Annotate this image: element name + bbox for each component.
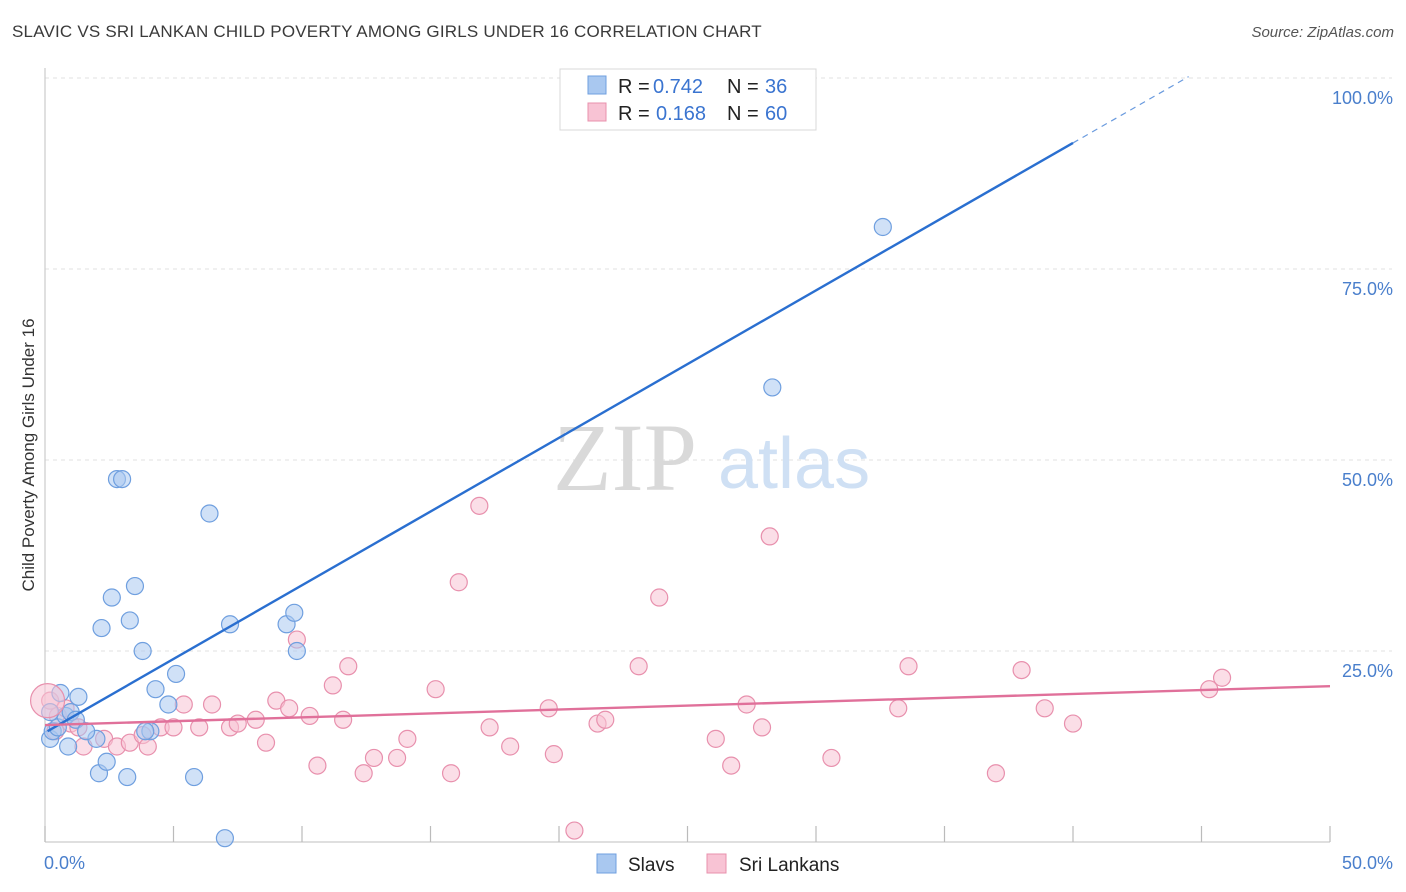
srilankans-point-24 — [334, 710, 353, 729]
legend-n-value-1: 60 — [765, 103, 787, 125]
slavs-point-14 — [92, 618, 111, 638]
legend-swatch-srilankans — [587, 102, 607, 122]
srilankans-point-50 — [899, 657, 918, 676]
y-tick-label-2: 50.0% — [1342, 470, 1393, 490]
y-tick-label-1: 75.0% — [1342, 279, 1393, 299]
srilankans-point-19 — [280, 699, 299, 718]
y-axis-title: Child Poverty Among Girls Under 16 — [19, 318, 38, 591]
legend-r-value-0: 0.742 — [653, 76, 703, 98]
srilankans-point-37 — [544, 745, 563, 764]
srilankans-point-33 — [470, 496, 489, 515]
slavs-point-18 — [133, 641, 152, 661]
srilankans-point-52 — [1012, 660, 1031, 680]
srilankans-point-13 — [202, 695, 222, 714]
srilankans-point-12 — [190, 718, 209, 737]
watermark-zip: ZIP — [553, 404, 697, 511]
legend-r-label-0: R = — [618, 76, 650, 98]
slavs-point-34 — [77, 722, 96, 741]
slavs-point-32 — [873, 217, 892, 237]
watermark-atlas: atlas — [718, 424, 870, 504]
slavs-point-15 — [102, 588, 121, 607]
legend-n-value-0: 36 — [765, 76, 787, 98]
slavs-point-21 — [166, 664, 186, 684]
srilankans-point-44 — [722, 756, 741, 775]
srilankans-point-40 — [596, 710, 615, 729]
srilankans-point-22 — [308, 756, 327, 775]
srilankans-point-38 — [565, 821, 584, 840]
bottom-legend-swatch-slavs — [596, 853, 617, 874]
srilankans-point-27 — [364, 748, 384, 768]
legend-swatch-slavs — [587, 75, 607, 95]
srilankans-point-34 — [480, 718, 499, 737]
x-tick-labels: 0.0% 50.0% — [44, 853, 1393, 873]
y-tick-label-0: 100.0% — [1332, 88, 1393, 108]
slavs-trend-extension — [1072, 76, 1189, 144]
srilankans-point-31 — [441, 764, 461, 783]
srilankans-point-41 — [629, 657, 648, 676]
legend-r-value-1: 0.168 — [656, 103, 706, 125]
srilankans-point-54 — [1063, 714, 1083, 733]
grid-lines — [45, 77, 1392, 652]
x-tick-label-1: 50.0% — [1342, 853, 1393, 873]
slavs-point-30 — [215, 829, 234, 848]
srilankans-point-56 — [1212, 668, 1232, 687]
legend-r-label-1: R = — [618, 103, 650, 125]
srilankans-point-49 — [889, 699, 908, 718]
legend: R = 0.742 N = 36 R = 0.168 N = 60 — [559, 68, 817, 131]
slavs-point-9 — [59, 737, 78, 756]
srilankans-point-53 — [1035, 699, 1054, 718]
bottom-legend-label-srilankans: Sri Lankans — [739, 855, 839, 876]
srilankans-point-8 — [138, 737, 157, 756]
slavs-point-17 — [125, 576, 145, 596]
srilankans-point-36 — [539, 699, 558, 718]
srilankans-point-47 — [760, 527, 779, 546]
legend-n-label-0: N = — [727, 76, 759, 98]
srilankans-point-11 — [174, 695, 193, 714]
srilankans-point-10 — [164, 718, 183, 737]
slavs-point-11 — [97, 752, 116, 771]
slavs-point-25 — [285, 603, 304, 622]
srilankans-point-30 — [426, 680, 445, 699]
bottom-legend: Slavs Sri Lankans — [596, 853, 839, 876]
srilankans-point-51 — [986, 764, 1006, 783]
slavs-point-19 — [146, 680, 165, 699]
slavs-point-16 — [120, 611, 139, 630]
slavs-point-13 — [112, 470, 132, 489]
slavs-trend-line — [46, 141, 1074, 733]
legend-n-label-1: N = — [727, 103, 759, 125]
srilankans-point-17 — [256, 733, 276, 752]
x-tick-label-0: 0.0% — [44, 853, 85, 873]
trend-lines — [44, 76, 1331, 733]
y-tick-labels: 100.0% 75.0% 50.0% 25.0% — [1332, 88, 1393, 681]
srilankans-point-26 — [354, 764, 373, 783]
y-tick-label-3: 25.0% — [1342, 661, 1393, 681]
slavs-point-22 — [200, 504, 219, 523]
slavs-point-31 — [763, 378, 782, 397]
srilankans-point-42 — [650, 588, 669, 607]
srilankans-point-29 — [398, 729, 417, 748]
slavs-point-20 — [159, 695, 178, 714]
srilankans-point-43 — [706, 729, 725, 748]
srilankans-point-35 — [501, 737, 520, 756]
srilankans-point-28 — [387, 748, 407, 768]
srilankans-point-46 — [752, 718, 772, 737]
slavs-point-29 — [184, 767, 204, 787]
slavs-point-28 — [118, 767, 137, 787]
slavs-point-35 — [136, 722, 155, 741]
srilankans-point-25 — [339, 657, 358, 676]
bottom-legend-label-slavs: Slavs — [628, 855, 674, 876]
slavs-point-5 — [69, 687, 88, 706]
chart-title: SLAVIC VS SRI LANKAN CHILD POVERTY AMONG… — [12, 22, 762, 41]
srilankans-point-48 — [822, 748, 841, 768]
source-label: Source: ZipAtlas.com — [1251, 24, 1394, 41]
bottom-legend-swatch-srilankans — [706, 853, 727, 874]
srilankans-point-large — [29, 683, 66, 719]
srilankans-point-15 — [228, 714, 247, 733]
srilankans-point-32 — [449, 573, 468, 592]
srilankans-trend-line — [44, 684, 1331, 727]
srilankans-point-23 — [323, 676, 342, 695]
data-points — [29, 217, 1232, 848]
slavs-point-26 — [287, 641, 306, 661]
